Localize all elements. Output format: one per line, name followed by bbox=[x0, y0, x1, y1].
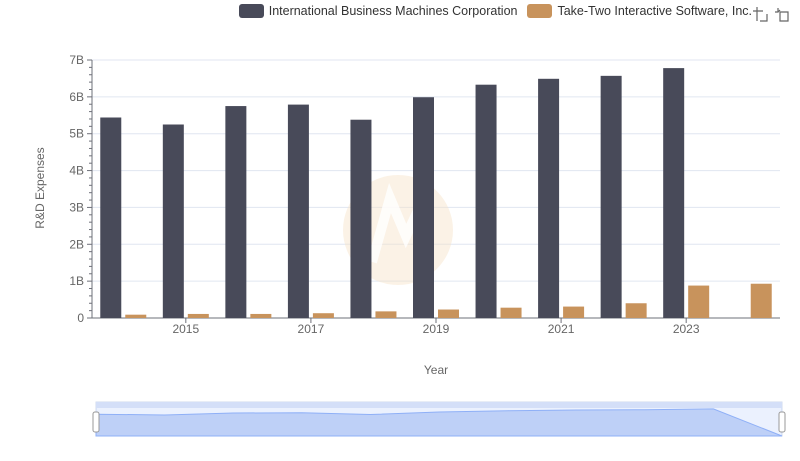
bar-take-two-2021[interactable] bbox=[563, 306, 585, 318]
toolbox bbox=[752, 6, 790, 22]
y-tick-label: 7B bbox=[69, 53, 84, 67]
y-tick-label: 0 bbox=[77, 311, 84, 325]
x-tick-label: 2019 bbox=[423, 322, 450, 336]
legend-label-ibm: International Business Machines Corporat… bbox=[268, 4, 518, 18]
data-zoom-top-bar[interactable] bbox=[96, 402, 782, 408]
data-zoom-selection[interactable] bbox=[96, 402, 782, 436]
bar-ibm-2016[interactable] bbox=[225, 106, 247, 318]
restore-icon[interactable] bbox=[774, 6, 790, 22]
bar-take-two-2018[interactable] bbox=[375, 311, 397, 318]
y-axis-label: R&D Expenses bbox=[33, 147, 47, 228]
bar-take-two-2016[interactable] bbox=[250, 313, 272, 318]
legend-swatch-ibm bbox=[238, 4, 264, 18]
bar-ibm-2022[interactable] bbox=[600, 75, 622, 318]
bar-take-two-2017[interactable] bbox=[312, 313, 334, 318]
bar-ibm-2019[interactable] bbox=[413, 97, 434, 319]
y-axis: 0 1B 2B 3B 4B 5B 6B 7B bbox=[69, 53, 93, 325]
bar-take-two-2020[interactable] bbox=[500, 307, 522, 318]
bar-ibm-2020[interactable] bbox=[475, 84, 497, 319]
bar-ibm-2023[interactable] bbox=[663, 68, 685, 318]
y-tick-label: 3B bbox=[69, 200, 84, 214]
bar-take-two-2023[interactable] bbox=[688, 285, 710, 318]
legend-item-ibm[interactable]: International Business Machines Corporat… bbox=[238, 4, 518, 18]
legend: International Business Machines Corporat… bbox=[238, 4, 752, 18]
y-tick-label: 2B bbox=[69, 237, 84, 251]
bar-take-two-2019[interactable] bbox=[438, 309, 459, 318]
y-tick-label: 5B bbox=[69, 127, 84, 141]
y-tick-label: 4B bbox=[69, 164, 84, 178]
y-tick-label: 6B bbox=[69, 90, 84, 104]
x-axis: 2015 2017 2019 2021 2023 bbox=[92, 317, 780, 336]
bars bbox=[100, 68, 772, 319]
bar-take-two-2014[interactable] bbox=[125, 314, 147, 318]
bar-take-two-2022[interactable] bbox=[625, 303, 647, 318]
x-axis-label: Year bbox=[424, 363, 448, 377]
x-tick-label: 2023 bbox=[673, 322, 700, 336]
bar-ibm-2018[interactable] bbox=[350, 119, 372, 318]
legend-item-take-two[interactable]: Take-Two Interactive Software, Inc. bbox=[527, 4, 752, 18]
bar-take-two-2024[interactable] bbox=[750, 283, 772, 318]
bar-ibm-2017[interactable] bbox=[287, 104, 309, 319]
y-tick-label: 1B bbox=[69, 274, 84, 288]
bar-ibm-2015[interactable] bbox=[162, 124, 184, 319]
data-zoom-preview bbox=[95, 408, 783, 437]
zoom-icon[interactable] bbox=[752, 6, 768, 22]
x-tick-label: 2017 bbox=[298, 322, 325, 336]
data-zoom-slider[interactable] bbox=[92, 401, 786, 437]
data-zoom-handle-left[interactable] bbox=[92, 411, 100, 433]
data-zoom-handle-right[interactable] bbox=[778, 411, 786, 433]
legend-swatch-take-two bbox=[527, 4, 553, 18]
bar-take-two-2015[interactable] bbox=[187, 313, 209, 318]
x-tick-label: 2015 bbox=[172, 322, 199, 336]
bar-ibm-2021[interactable] bbox=[538, 78, 560, 318]
bar-ibm-2014[interactable] bbox=[100, 117, 122, 318]
legend-label-take-two: Take-Two Interactive Software, Inc. bbox=[557, 4, 752, 18]
x-tick-label: 2021 bbox=[548, 322, 575, 336]
